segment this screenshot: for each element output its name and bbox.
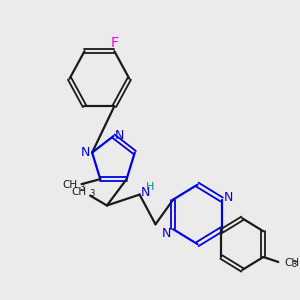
Text: CH: CH xyxy=(63,180,78,190)
Text: CH: CH xyxy=(284,258,299,268)
Text: F: F xyxy=(110,36,118,50)
Text: N: N xyxy=(224,191,233,204)
Text: 3: 3 xyxy=(291,260,297,269)
Text: N: N xyxy=(140,186,150,199)
Text: N: N xyxy=(81,146,90,159)
Text: 3: 3 xyxy=(80,183,85,192)
Text: H: H xyxy=(146,182,154,192)
Text: N: N xyxy=(162,227,171,240)
Text: CH: CH xyxy=(71,187,86,196)
Text: N: N xyxy=(114,129,124,142)
Text: 3: 3 xyxy=(89,189,94,198)
